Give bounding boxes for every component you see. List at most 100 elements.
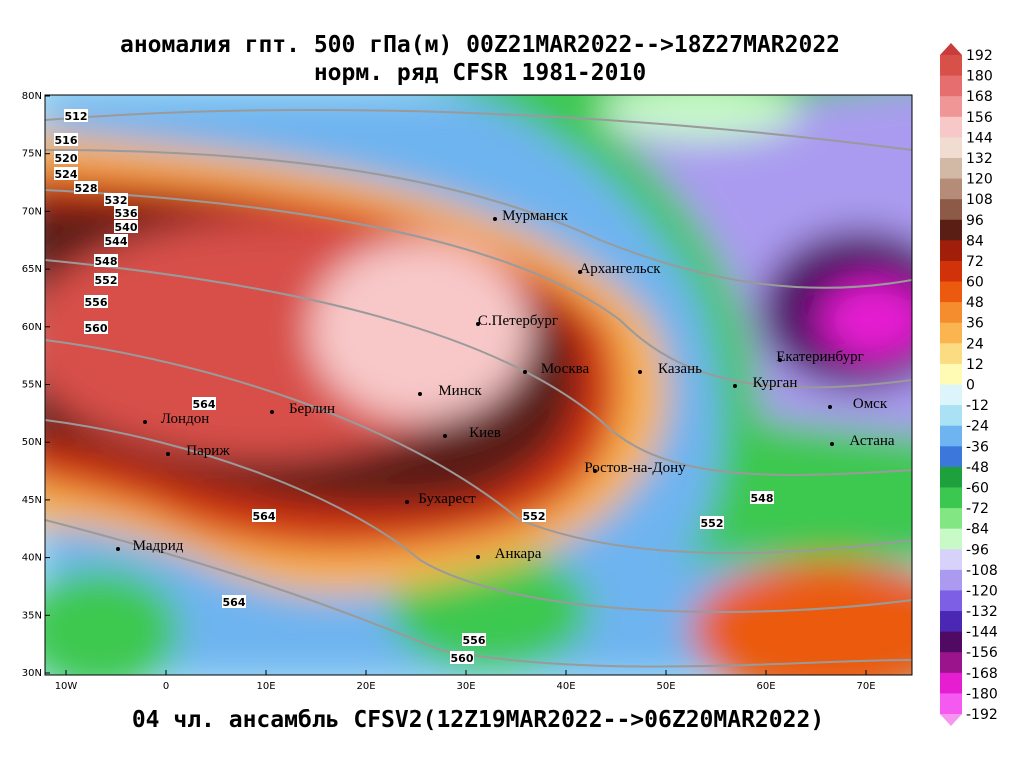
contour-label-box	[522, 509, 546, 522]
lat-label: 40N	[22, 553, 42, 564]
city-dot	[523, 370, 527, 374]
city-label: Лондон	[161, 411, 210, 427]
colorbar-box	[940, 96, 962, 118]
city-dot	[143, 420, 147, 424]
colorbar-box	[940, 343, 962, 365]
lat-label: 75N	[22, 149, 42, 160]
contour-label: 564	[193, 398, 216, 411]
colorbar-label: -192	[966, 707, 998, 723]
lat-label: 35N	[22, 610, 42, 621]
contour-label-box	[104, 234, 128, 247]
colorbar-arrow	[940, 43, 962, 55]
city-label: Архангельск	[579, 261, 661, 277]
city-dot	[830, 442, 834, 446]
colorbar-box	[940, 178, 962, 200]
lat-label: 65N	[22, 264, 42, 275]
colorbar-label: 180	[966, 69, 993, 85]
colorbar-label: -168	[966, 666, 998, 682]
city-label: Омск	[853, 396, 888, 412]
city-label: Мурманск	[502, 208, 568, 224]
colorbar-label: -12	[966, 398, 989, 414]
contour-label: 532	[105, 194, 128, 207]
colorbar-label: 108	[966, 192, 993, 208]
contour-label-box	[54, 151, 78, 164]
colorbar-label: -156	[966, 645, 998, 661]
lon-label: 50E	[656, 681, 675, 692]
contour-label-box	[252, 509, 276, 522]
lon-label: 20E	[356, 681, 375, 692]
colorbar-box	[940, 137, 962, 159]
contour-label-box	[94, 254, 118, 267]
city-label: Мадрид	[133, 538, 184, 554]
contour-label: 560	[451, 652, 474, 665]
colorbar-box	[940, 240, 962, 262]
city-label: Берлин	[289, 401, 335, 417]
city-dot	[476, 555, 480, 559]
contour-label-box	[74, 181, 98, 194]
colorbar-label: 84	[966, 233, 984, 249]
city-dot	[638, 370, 642, 374]
colorbar-label: 132	[966, 151, 993, 167]
city-dot	[405, 500, 409, 504]
colorbar-box	[940, 487, 962, 509]
city-dot	[828, 405, 832, 409]
colorbar-box	[940, 652, 962, 674]
city-label: Анкара	[495, 546, 542, 562]
colorbar-box	[940, 302, 962, 324]
city-dot	[418, 392, 422, 396]
lat-label: 45N	[22, 495, 42, 506]
contour-label-box	[750, 491, 774, 504]
contour-label: 564	[253, 510, 276, 523]
contour-label-box	[54, 133, 78, 146]
contour-label-box	[114, 220, 138, 233]
colorbar-box	[940, 322, 962, 344]
colorbar-label: 72	[966, 254, 984, 270]
colorbar-box	[940, 75, 962, 97]
contour-label-box	[64, 109, 88, 122]
lon-label: 0	[163, 681, 169, 692]
field-shading	[45, 95, 912, 675]
colorbar-label: -180	[966, 686, 998, 702]
colorbar-box	[940, 199, 962, 221]
colorbar-label: 24	[966, 336, 984, 352]
city-label: Минск	[438, 383, 482, 399]
colorbar-box	[940, 672, 962, 694]
colorbar-label: -60	[966, 480, 989, 496]
city-dot	[778, 358, 782, 362]
colorbar-label: 168	[966, 89, 993, 105]
colorbar-label: -84	[966, 522, 989, 538]
city-label: Париж	[186, 443, 230, 459]
colorbar-label: -24	[966, 419, 989, 435]
city-dot	[443, 434, 447, 438]
colorbar-label: 48	[966, 295, 984, 311]
lat-label: 55N	[22, 380, 42, 391]
city-label: Астана	[849, 433, 895, 449]
city-dot	[116, 547, 120, 551]
colorbar-label: -144	[966, 625, 998, 641]
city-label: Екатеринбург	[776, 349, 863, 365]
title: аномалия гпт. 500 гПа(м) 00Z21MAR2022-->…	[120, 32, 840, 58]
contour-label: 552	[701, 517, 724, 530]
contour-label: 548	[95, 255, 118, 268]
contour-label-box	[450, 651, 474, 664]
colorbar-arrow	[940, 714, 962, 726]
colorbar-label: -108	[966, 563, 998, 579]
contour-label: 552	[523, 510, 546, 523]
city-label: Москва	[541, 361, 590, 377]
contour-label-box	[84, 295, 108, 308]
colorbar-box	[940, 528, 962, 550]
contour-label: 556	[463, 634, 486, 647]
contour-label: 552	[95, 274, 118, 287]
lat-label: 70N	[22, 206, 42, 217]
contour-label: 548	[751, 492, 774, 505]
city-label: Ростов-на-Дону	[584, 460, 686, 476]
colorbar-label: -36	[966, 439, 989, 455]
city-label: Курган	[753, 375, 798, 391]
colorbar-label: 12	[966, 357, 984, 373]
colorbar-label: -48	[966, 460, 989, 476]
contour-label-box	[104, 193, 128, 206]
lat-label: 30N	[22, 668, 42, 679]
colorbar-label: 120	[966, 172, 993, 188]
colorbar-box	[940, 508, 962, 530]
colorbar-label: 60	[966, 275, 984, 291]
